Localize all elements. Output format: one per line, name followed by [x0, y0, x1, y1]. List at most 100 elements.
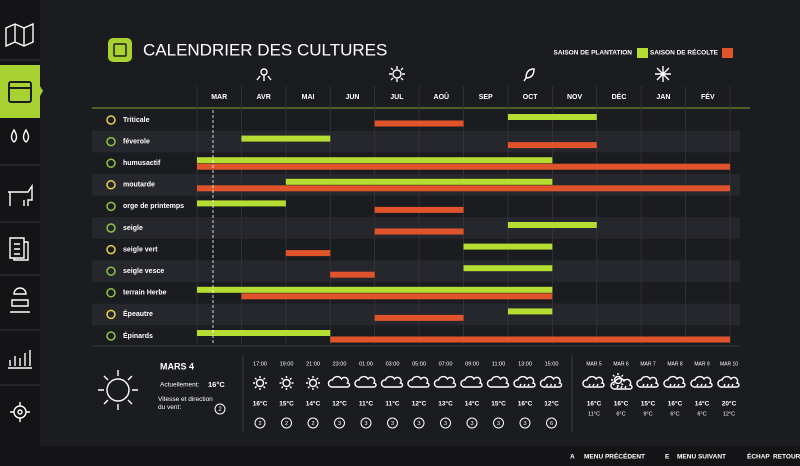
sidebar-icons: [0, 22, 40, 422]
footer-label[interactable]: MENU PRÉCÉDENT: [584, 452, 645, 461]
crop-name: seigle vert: [123, 246, 158, 253]
rain-icon: [642, 383, 653, 387]
planting-bar: [507, 308, 553, 315]
footer-button[interactable]: ÉCHAP RETOUR: [747, 452, 800, 461]
planting-bar: [241, 135, 331, 142]
day-high: 20°C: [722, 400, 737, 408]
day-low: 6°C: [616, 411, 625, 417]
wind-circle: [466, 417, 478, 429]
day-low: 6°C: [670, 411, 679, 417]
legend-harvest: SAISON DE RÉCOLTE: [650, 48, 719, 57]
rain-icon: [616, 385, 627, 389]
current-weather-icon: [98, 370, 138, 410]
wind-circle: [546, 417, 557, 429]
harvest-bar: [197, 185, 731, 192]
calendar-icon: [8, 81, 32, 103]
harvest-bar: [197, 163, 731, 170]
crop-name: humusactif: [123, 160, 161, 167]
harvest-bar: [374, 120, 464, 127]
harvest-bar: [507, 142, 597, 149]
hour-temp: 11°C: [385, 400, 399, 408]
cloud-icon: [460, 375, 483, 388]
footer-button[interactable]: A MENU PRÉCÉDENT: [570, 452, 645, 461]
day-label: MAR 6: [613, 361, 629, 367]
month-label: JUN: [345, 94, 359, 101]
footer-key[interactable]: ÉCHAP: [747, 452, 770, 461]
day-label: MAR 9: [694, 361, 710, 367]
legend-harvest-swatch: [722, 48, 733, 58]
planting-bar: [463, 243, 553, 250]
cloud-icon: [663, 375, 686, 388]
hour-temp: 11°C: [359, 400, 373, 408]
cloud-icon: [690, 375, 713, 388]
month-label: FÉV: [701, 92, 715, 101]
hour-label: 05:00: [412, 361, 426, 367]
hour-wind: 3: [338, 421, 341, 427]
crop-icon: [106, 288, 116, 298]
rain-icon: [669, 383, 680, 387]
harvest-bar: [330, 336, 731, 343]
day-low: 12°C: [723, 411, 735, 417]
cloud-icon: [513, 375, 536, 388]
hour-wind: 2: [285, 421, 288, 427]
footer-bar: [0, 446, 800, 466]
crop-name: Épinards: [123, 331, 153, 340]
footer-buttons: A MENU PRÉCÉDENT E MENU SUIVANT ÉCHAP RETOUR: [570, 452, 800, 461]
legend-planting: SAISON DE PLANTATION: [554, 50, 633, 57]
hour-wind: 3: [497, 421, 500, 427]
crop-name: orge de printemps: [123, 203, 184, 210]
wind-circle: [360, 417, 372, 429]
hour-wind: 3: [470, 421, 473, 427]
hour-wind: 3: [364, 421, 367, 427]
hour-temp: 12°C: [332, 400, 347, 408]
day-high: 16°C: [587, 400, 602, 408]
day-high: 15°C: [641, 400, 656, 408]
rain-icon: [545, 383, 557, 387]
wind-label-box: Vitesse et direction du vent:: [158, 396, 213, 411]
footer-key[interactable]: A: [570, 454, 575, 461]
harvest-bar: [285, 250, 331, 257]
month-label: JUL: [390, 94, 404, 101]
sun-icon: [308, 378, 318, 388]
sun-rays: [279, 376, 294, 390]
hour-label: 09:00: [465, 361, 479, 367]
title: CALENDRIER DES CULTURES: [143, 40, 387, 59]
hour-wind: 3: [444, 421, 447, 427]
month-label: SEP: [479, 94, 493, 101]
hour-label: 01:00: [359, 361, 373, 367]
footer-button[interactable]: E MENU SUIVANT: [665, 454, 726, 461]
day-label: MAR 10: [720, 361, 738, 367]
hour-temp: 14°C: [465, 400, 480, 408]
footer-label[interactable]: MENU SUIVANT: [677, 454, 726, 461]
wind-circle: [214, 403, 226, 415]
rain-icon: [519, 383, 530, 387]
hour-wind: 2: [258, 421, 261, 427]
wind-circle: [387, 417, 398, 429]
rain-icon: [588, 383, 599, 387]
wind-circle: [493, 417, 504, 429]
active-tab[interactable]: [0, 65, 40, 118]
crop-icon: [106, 244, 116, 255]
weather-date: MARS 4: [160, 361, 194, 371]
sun-icon: [282, 378, 291, 388]
month-label: NOV: [567, 94, 583, 101]
harvest-bar: [374, 314, 464, 321]
day-low: 6°C: [697, 411, 706, 417]
legend-planting-swatch: [637, 48, 648, 58]
month-label: AOÛ: [434, 92, 450, 101]
footer-key[interactable]: E: [665, 454, 670, 461]
planting-bar: [285, 178, 553, 185]
cloud-icon: [380, 375, 404, 388]
sidebar-active-item[interactable]: [0, 65, 43, 118]
hour-label: 07:00: [439, 361, 453, 367]
planting-bar: [507, 114, 597, 120]
crop-icon: [106, 201, 116, 212]
crop-name: seigle vesce: [123, 268, 164, 275]
crop-icon: [106, 266, 116, 276]
row-band: [92, 130, 740, 153]
crop-icon: [106, 136, 116, 147]
crop-name: seigle: [123, 225, 143, 232]
footer-label[interactable]: RETOUR: [773, 454, 800, 461]
hour-wind: 3: [391, 421, 394, 427]
